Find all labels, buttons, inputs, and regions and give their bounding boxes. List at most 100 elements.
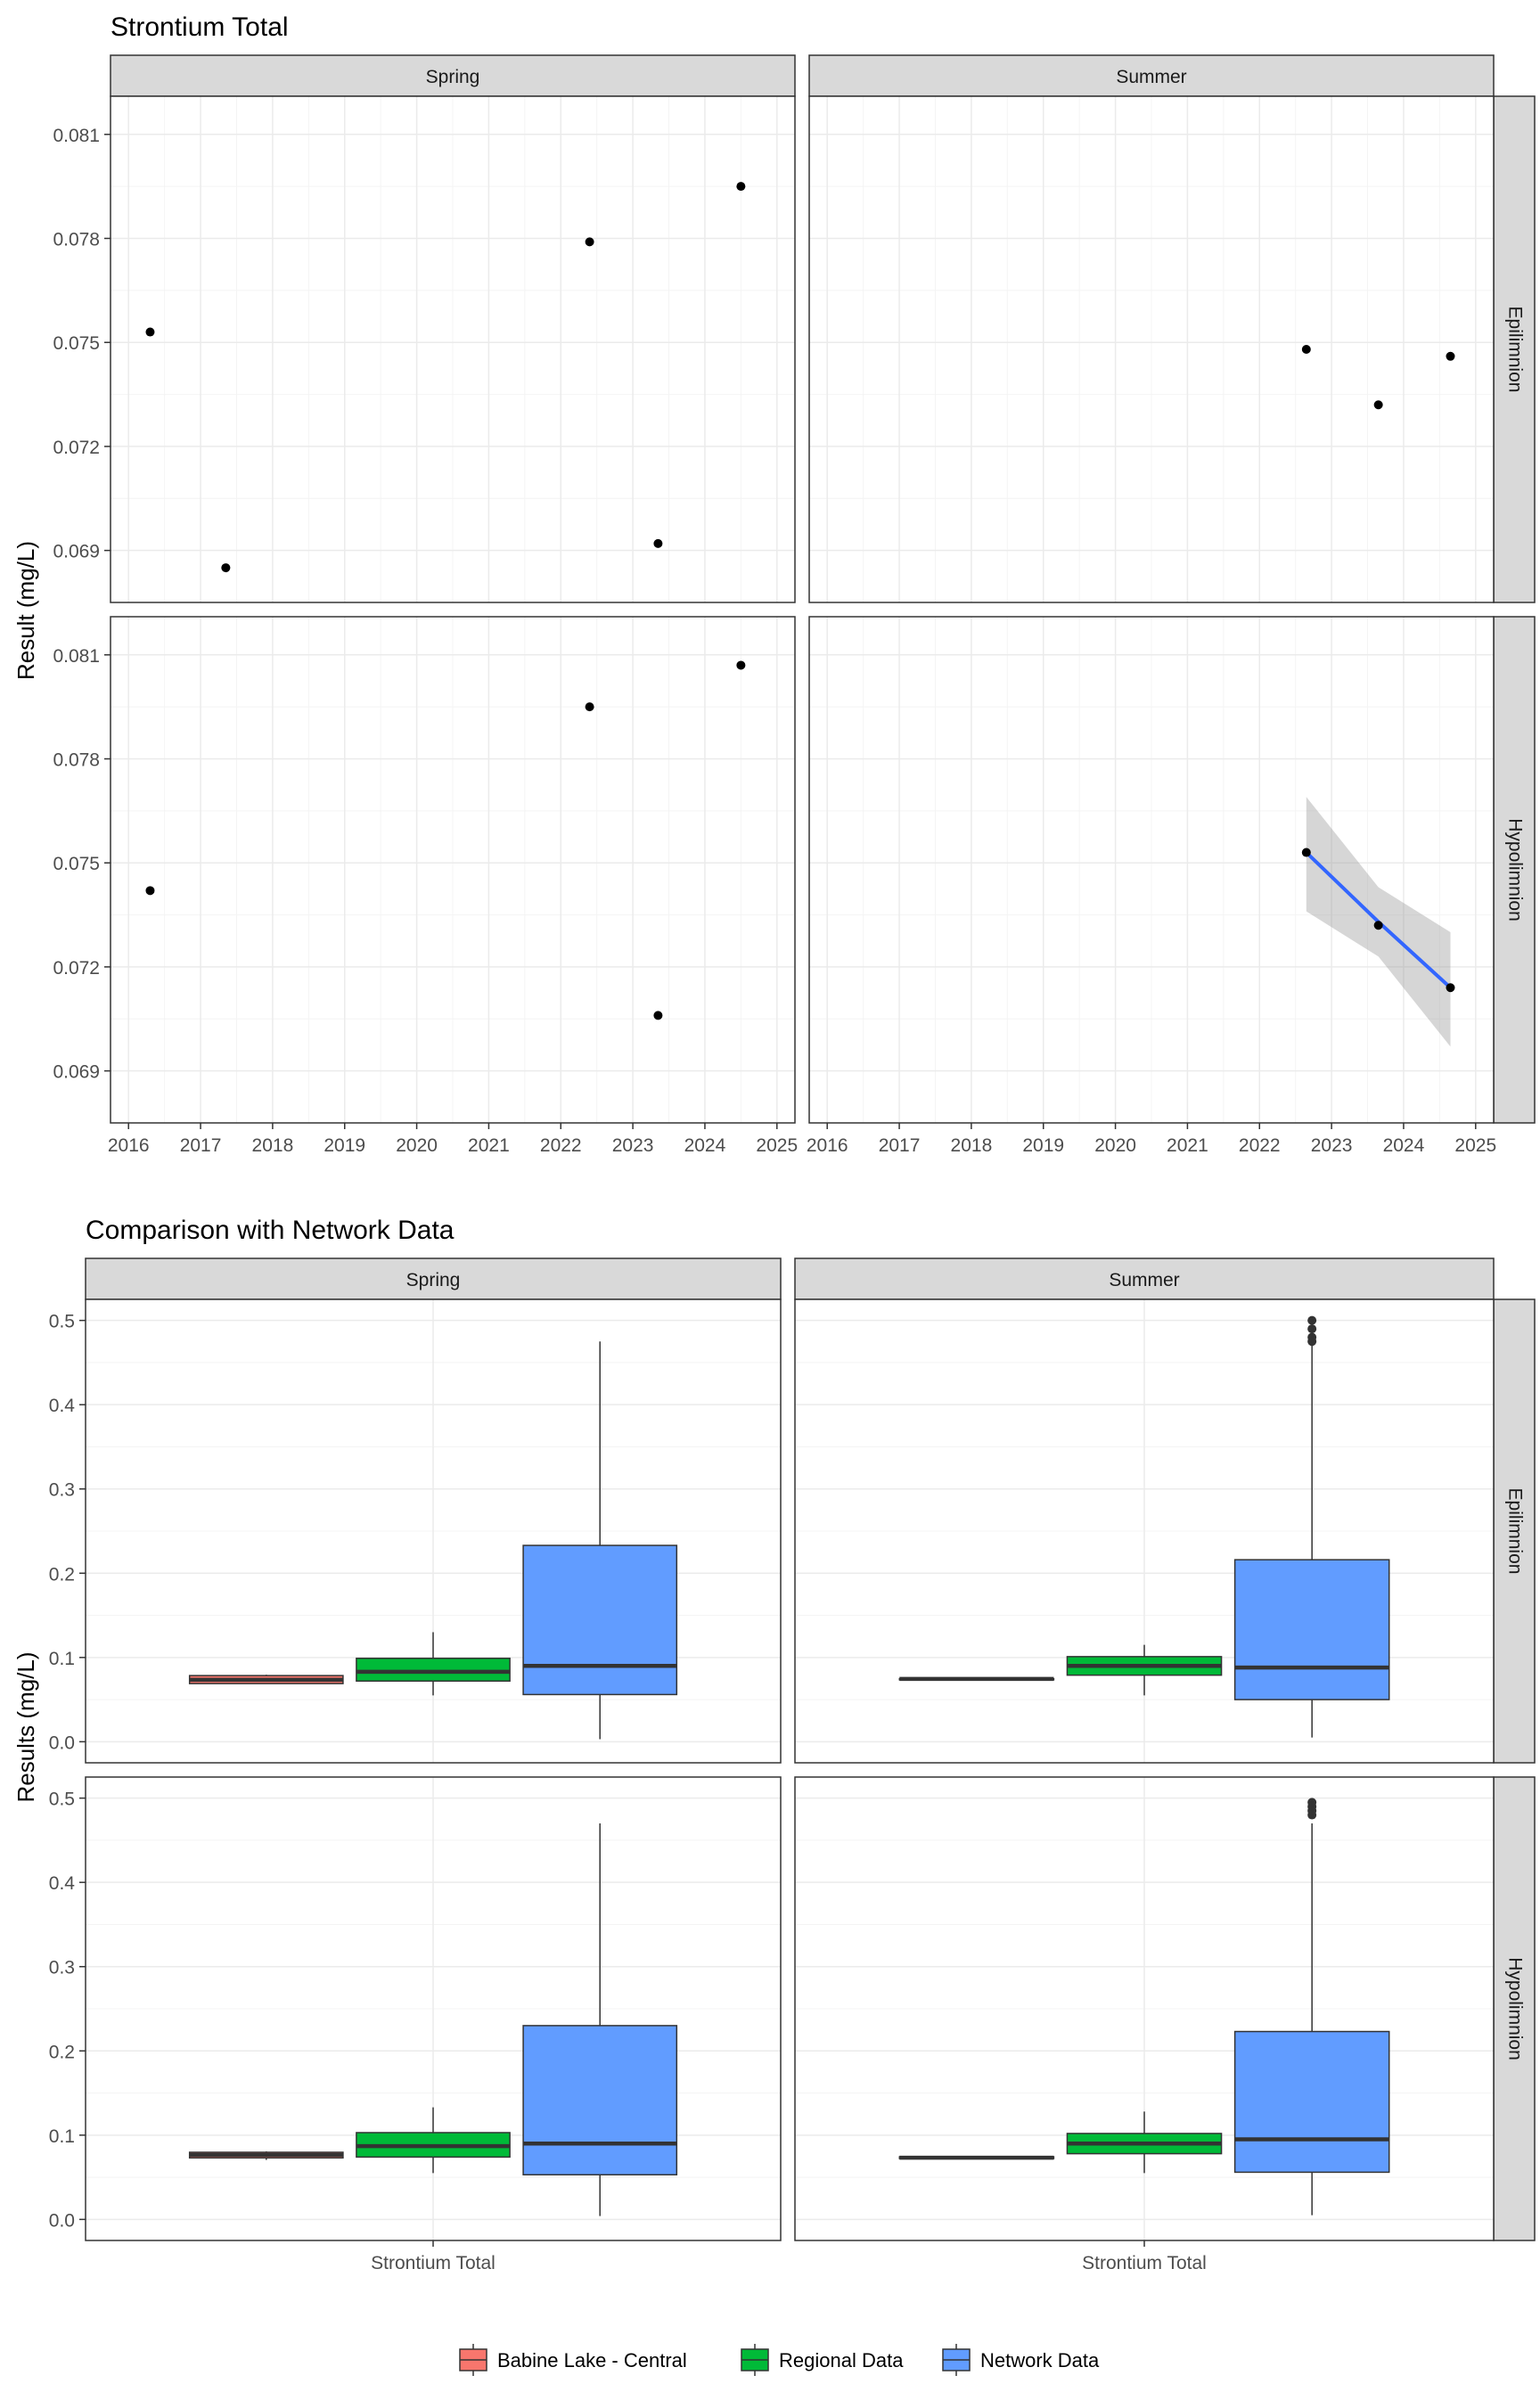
x-tick-label: Strontium Total <box>371 2253 496 2273</box>
y-tick-label: 0.069 <box>53 542 100 562</box>
y-tick-label: 0.072 <box>53 438 100 458</box>
strip-label-summer: Summer <box>1116 67 1186 87</box>
x-tick-label: 2016 <box>807 1135 848 1156</box>
y-tick-label: 0.075 <box>53 854 100 874</box>
box-babine-lake-central <box>188 1675 344 1684</box>
panel-border <box>808 616 1495 1124</box>
y-tick-label: 0.3 <box>49 1480 75 1501</box>
panel-spring-epilimnion: 0.0 0.1 0.2 0.3 0.4 0.5 <box>49 1298 782 1764</box>
data-point <box>1373 921 1383 930</box>
data-point <box>1446 351 1455 361</box>
x-tick-label: 2017 <box>879 1135 921 1156</box>
x-tick-label: 2020 <box>1094 1135 1136 1156</box>
data-point <box>736 660 746 670</box>
data-point <box>1301 848 1311 857</box>
box-regional-data <box>356 2107 511 2174</box>
box-network-data <box>522 1823 678 2216</box>
y-tick-label: 0.072 <box>53 958 100 979</box>
x-tick-label: 2020 <box>396 1135 438 1156</box>
x-tick-label: 2018 <box>252 1135 294 1156</box>
x-tick-label: 2017 <box>180 1135 222 1156</box>
box-iqr <box>522 2025 678 2176</box>
panel-summer-hypolimnion: Strontium Total <box>794 1776 1495 2273</box>
y-tick-label: 0.081 <box>53 646 100 667</box>
strip-hypolimnion-bg <box>1493 1776 1536 2241</box>
box-network-data <box>1233 1315 1390 1738</box>
box-iqr <box>1233 1559 1390 1700</box>
box-regional-data <box>1066 1644 1223 1696</box>
y-tick-label: 0.0 <box>49 1732 75 1753</box>
y-axis-label-comparison: Results (mg/L) <box>12 1651 39 1802</box>
data-point <box>585 702 594 712</box>
panel-spring-hypolimnion: 0.0 0.1 0.2 0.3 0.4 0.5 Strontium Total <box>49 1776 782 2273</box>
y-tick-label: 0.1 <box>49 2126 75 2147</box>
y-tick-label: 0.069 <box>53 1062 100 1083</box>
strip-hypolimnion-bg <box>1493 616 1536 1124</box>
y-tick-label: 0.4 <box>49 1396 76 1416</box>
strip-label-hypolimnion: Hypolimnion <box>1504 1957 1525 2060</box>
panel-border <box>808 95 1495 603</box>
y-tick-label: 0.3 <box>49 1958 75 1978</box>
strontium-scatter-chart: Spring SummerEpilimnionHypolimnion0.0690.… <box>53 54 1536 1156</box>
strip-label-hypolimnion: Hypolimnion <box>1504 818 1525 922</box>
x-tick-label: 2024 <box>684 1135 726 1156</box>
chart-title-comparison: Comparison with Network Data <box>86 1216 455 1245</box>
x-tick-label: Strontium Total <box>1082 2253 1207 2273</box>
strip-label-epilimnion: Epilimnion <box>1504 307 1525 393</box>
legend: Babine Lake - Central Regional Data Networ… <box>459 2344 1100 2376</box>
strip-spring-bg <box>85 1257 782 1300</box>
legend-label: Regional Data <box>779 2349 904 2371</box>
data-point <box>653 538 663 548</box>
box-iqr <box>522 1544 678 1696</box>
outlier-point <box>1307 1798 1317 1807</box>
x-tick-label: 2021 <box>468 1135 510 1156</box>
outlier-point <box>1307 1315 1317 1325</box>
panel-border <box>110 95 796 603</box>
y-axis-label-strontium: Result (mg/L) <box>12 541 39 680</box>
legend-label: Network Data <box>980 2349 1100 2371</box>
strip-summer-bg <box>808 54 1495 97</box>
strip-label-epilimnion: Epilimnion <box>1504 1488 1525 1575</box>
panel-summer-epilimnion <box>808 95 1495 603</box>
outlier-point <box>1307 1332 1317 1342</box>
x-tick-label: 2016 <box>108 1135 150 1156</box>
box-babine-lake-central <box>898 1676 1055 1682</box>
strip-label-summer: Summer <box>1109 1270 1179 1290</box>
x-tick-label: 2018 <box>951 1135 993 1156</box>
panel-border <box>794 1298 1495 1764</box>
data-point <box>585 237 594 247</box>
data-point <box>1446 983 1455 993</box>
y-tick-label: 0.2 <box>49 1564 75 1585</box>
panel-spring-epilimnion: 0.069 0.072 0.075 0.078 0.081 <box>53 95 796 603</box>
x-tick-label: 2021 <box>1167 1135 1208 1156</box>
y-tick-label: 0.078 <box>53 230 100 250</box>
box-babine-lake-central <box>898 2155 1055 2160</box>
data-point <box>653 1011 663 1020</box>
x-tick-label: 2025 <box>756 1135 798 1156</box>
y-tick-label: 0.0 <box>49 2210 75 2231</box>
y-tick-label: 0.5 <box>49 1312 75 1332</box>
box-iqr <box>1233 2030 1390 2174</box>
data-point <box>221 563 231 573</box>
box-babine-lake-central <box>188 2151 344 2160</box>
x-tick-label: 2019 <box>1022 1135 1064 1156</box>
box-network-data <box>1233 1798 1390 2216</box>
x-tick-label: 2023 <box>612 1135 654 1156</box>
panel-summer-hypolimnion: 2016 2017 2018 2019 2020 2021 2022 2023 2024 2025 <box>807 616 1496 1156</box>
outlier-point <box>1307 1324 1317 1334</box>
comparison-box-chart: Spring Summer Epilimnion Hypolimnion 0.0 0.1 0… <box>49 1257 1536 2273</box>
x-tick-label: 2022 <box>540 1135 582 1156</box>
box-network-data <box>522 1341 678 1740</box>
x-tick-label: 2022 <box>1239 1135 1281 1156</box>
x-tick-label: 2024 <box>1383 1135 1425 1156</box>
legend-label: Babine Lake - Central <box>497 2349 687 2371</box>
y-tick-label: 0.5 <box>49 1790 75 1810</box>
panel-summer-epilimnion <box>794 1298 1495 1764</box>
legend-item-regional-data: Regional Data <box>741 2344 904 2376</box>
panel-spring-hypolimnion: 0.069 0.072 0.075 0.078 0.081 2016 2017 2018 201… <box>53 616 798 1156</box>
strip-label-spring: Spring <box>406 1270 461 1290</box>
data-point <box>145 886 155 896</box>
legend-item-babine-lake-central: Babine Lake - Central <box>459 2344 687 2376</box>
